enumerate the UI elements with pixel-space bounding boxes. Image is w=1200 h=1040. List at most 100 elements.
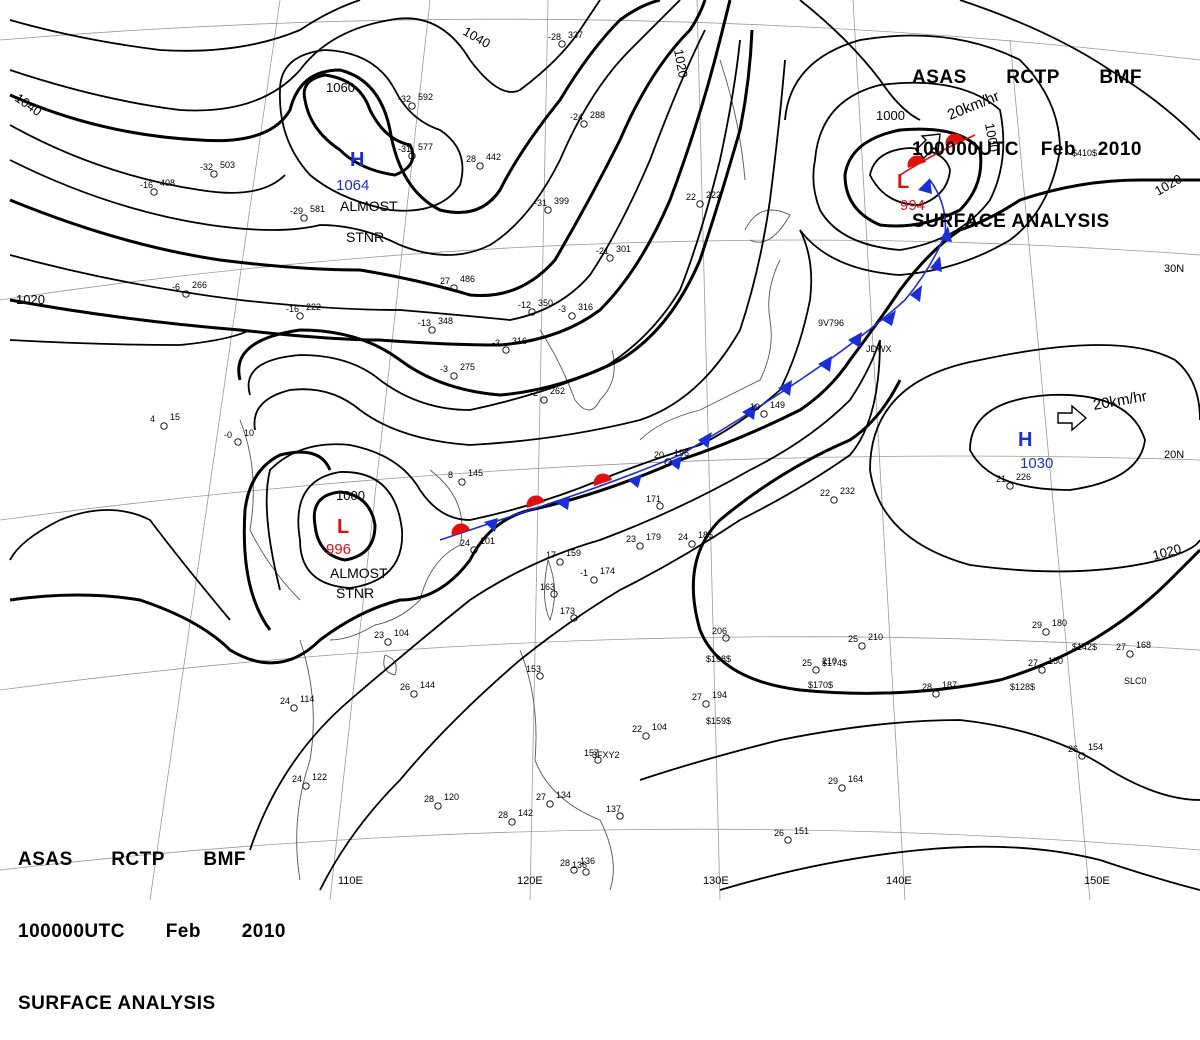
station-temperature: 28 bbox=[498, 810, 508, 820]
station-temperature: 163 bbox=[540, 582, 555, 592]
header-agency: ASAS bbox=[18, 849, 73, 870]
station-circle bbox=[502, 346, 510, 354]
station-temperature: 28 bbox=[922, 682, 932, 692]
station-circle bbox=[428, 326, 436, 334]
station-circle bbox=[594, 756, 602, 764]
station-circle bbox=[838, 784, 846, 792]
station-temperature: 27 bbox=[692, 692, 702, 702]
isobar-label: 1020 bbox=[1152, 171, 1185, 198]
header-title: SURFACE ANALYSIS bbox=[912, 211, 1110, 232]
cold-front-triangle bbox=[848, 332, 862, 348]
station-circle bbox=[722, 634, 730, 642]
station-circle bbox=[636, 542, 644, 550]
ship-pressure: $142$ bbox=[1072, 642, 1097, 652]
station-plot: -21 301 bbox=[596, 244, 631, 262]
station-pressure: 142 bbox=[518, 808, 533, 818]
station-plot: -32 592 bbox=[398, 92, 433, 110]
station-temperature: 28 bbox=[560, 858, 570, 868]
station-pressure: 348 bbox=[438, 316, 453, 326]
station-plot: -2 262 bbox=[530, 386, 565, 404]
header-code: BMF bbox=[1099, 67, 1142, 88]
station-plot: 27 486 bbox=[440, 274, 475, 292]
station-pressure: 104 bbox=[394, 628, 409, 638]
station-pressure: 168 bbox=[1136, 640, 1151, 650]
station-temperature: 137 bbox=[606, 804, 621, 814]
station-pressure: 581 bbox=[310, 204, 325, 214]
low-note-almost: ALMOST bbox=[330, 565, 388, 581]
isobar bbox=[319, 339, 881, 891]
station-circle bbox=[544, 206, 552, 214]
station-temperature: 24 bbox=[678, 532, 688, 542]
header-line-1: ASAS RCTP BMF bbox=[912, 66, 1142, 90]
station-plot: -3 316 bbox=[492, 336, 527, 354]
isobar-high-east bbox=[869, 344, 1200, 471]
station-pressure: 180 bbox=[1052, 618, 1067, 628]
station-pressure: 114 bbox=[300, 694, 314, 704]
station-circle bbox=[1126, 650, 1134, 658]
isobar bbox=[9, 0, 681, 256]
station-circle bbox=[470, 546, 478, 554]
station-temperature: -24 bbox=[570, 112, 583, 122]
chart-header-bottom-left: ASAS RCTP BMF 100000UTC Feb 2010 SURFACE… bbox=[18, 800, 286, 1040]
low-symbol: L bbox=[337, 516, 349, 538]
station-plot: 173 bbox=[560, 606, 578, 622]
coastline-mainland-interior bbox=[239, 419, 301, 601]
isobar bbox=[9, 0, 361, 52]
coastline-taiwan bbox=[544, 559, 555, 622]
isobar-label: 1000 bbox=[336, 488, 365, 503]
station-temperature: -6 bbox=[172, 282, 180, 292]
motion-label: 20km/hr bbox=[1092, 388, 1148, 414]
station-pressure: 226 bbox=[1016, 472, 1031, 482]
station-circle bbox=[210, 170, 218, 178]
station-pressure: 503 bbox=[220, 160, 235, 170]
station-temperature: 26 bbox=[1068, 744, 1078, 754]
longitude-label: 150E bbox=[1084, 875, 1110, 887]
station-circle bbox=[760, 410, 768, 418]
station-plot: 28 187 bbox=[922, 680, 957, 698]
station-circle bbox=[1038, 666, 1046, 674]
station-plot: 29 180 bbox=[1032, 618, 1067, 636]
station-temperature: 173 bbox=[560, 606, 575, 616]
high-pressure-value: 1064 bbox=[336, 177, 369, 194]
station-plot: -12 350 bbox=[518, 298, 553, 316]
header-month: Feb bbox=[165, 921, 201, 942]
station-plot: -6 266 bbox=[172, 280, 207, 298]
meridian-line bbox=[149, 0, 281, 900]
station-circle bbox=[688, 540, 696, 548]
station-plot: 27 168 bbox=[1116, 640, 1151, 658]
header-code: BMF bbox=[203, 849, 246, 870]
station-plot: 163 bbox=[540, 582, 558, 598]
station-plot: 24 101 bbox=[460, 536, 495, 554]
station-plot: -3 275 bbox=[440, 362, 475, 380]
station-temperature: -3 bbox=[492, 338, 500, 348]
station-circle bbox=[558, 40, 566, 48]
warm-front-semicircle bbox=[945, 133, 964, 146]
station-pressure: 210 bbox=[822, 656, 837, 666]
station-temperature: -28 bbox=[548, 32, 561, 42]
isobar bbox=[9, 0, 601, 112]
station-plot: 23 179 bbox=[626, 532, 661, 550]
header-time: 100000UTC bbox=[912, 139, 1019, 160]
isobar bbox=[9, 29, 706, 321]
station-temperature: 28 bbox=[424, 794, 434, 804]
cold-front-triangle bbox=[940, 226, 952, 242]
station-pressure: 185 bbox=[698, 530, 713, 540]
station-plot: -31 577 bbox=[398, 142, 433, 160]
station-plot: 20 196 bbox=[654, 448, 689, 466]
station-plot: 28 136 bbox=[560, 856, 595, 874]
station-plot: 23 104 bbox=[374, 628, 409, 646]
header-station: RCTP bbox=[1006, 67, 1060, 88]
cold-front-triangle bbox=[910, 285, 922, 302]
isobar-west-system bbox=[237, 29, 754, 397]
station-plot: 24 185 bbox=[678, 530, 713, 548]
isobar bbox=[959, 0, 1200, 141]
station-plot: 26 144 bbox=[400, 680, 435, 698]
station-temperature: 23 bbox=[626, 534, 636, 544]
station-temperature: 136 bbox=[572, 860, 587, 870]
ship-pressure: $159$ bbox=[706, 716, 731, 726]
station-circle bbox=[1042, 628, 1050, 636]
station-plot: 25 210 bbox=[848, 632, 883, 650]
station-circle bbox=[580, 120, 588, 128]
low-pressure-value: 994 bbox=[900, 197, 925, 214]
